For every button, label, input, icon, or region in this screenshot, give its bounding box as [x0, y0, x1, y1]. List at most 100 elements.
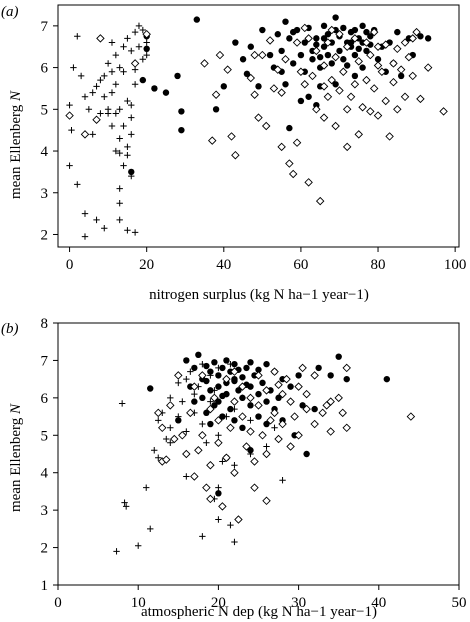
- point-filled-circle: [315, 364, 322, 372]
- point-filled-circle: [313, 35, 320, 42]
- point-filled-circle: [309, 56, 316, 63]
- point-open-diamond: [319, 61, 329, 70]
- point-filled-circle: [332, 14, 339, 21]
- point-plus: [147, 525, 154, 533]
- x-tick-label: 30: [291, 595, 306, 611]
- point-open-diamond: [215, 50, 225, 60]
- x-tick-label: 20: [211, 595, 226, 611]
- point-open-diamond: [366, 107, 375, 116]
- point-filled-circle: [297, 97, 305, 105]
- point-plus: [143, 51, 150, 59]
- point-open-diamond: [230, 468, 239, 477]
- point-filled-circle: [255, 413, 262, 420]
- point-plus: [124, 152, 131, 159]
- point-filled-circle: [263, 360, 270, 368]
- point-filled-circle: [363, 47, 370, 55]
- point-filled-circle: [203, 377, 210, 385]
- panel-a-xlabel: nitrogen surplus (kg N ha−1 year−1): [149, 287, 369, 303]
- point-filled-circle: [219, 392, 226, 400]
- point-open-diamond: [92, 115, 101, 124]
- point-plus: [143, 39, 150, 46]
- point-filled-circle: [191, 398, 198, 405]
- point-open-diamond: [273, 65, 283, 74]
- point-open-diamond: [298, 363, 307, 373]
- point-filled-circle: [305, 93, 312, 100]
- point-open-diamond: [381, 96, 390, 106]
- point-filled-circle: [320, 43, 328, 50]
- point-open-diamond: [238, 412, 247, 421]
- point-plus: [167, 424, 174, 431]
- point-open-diamond: [266, 416, 275, 425]
- panel-b-ylabel-italic: N: [8, 403, 24, 415]
- point-plus: [143, 484, 150, 491]
- point-filled-circle: [303, 450, 310, 458]
- point-filled-circle: [282, 81, 289, 88]
- point-open-diamond: [342, 363, 351, 373]
- point-open-diamond: [338, 408, 347, 418]
- point-filled-circle: [301, 39, 308, 46]
- point-filled-circle: [383, 375, 391, 383]
- point-open-diamond: [302, 389, 311, 399]
- point-open-diamond: [223, 65, 232, 74]
- point-filled-circle: [212, 106, 220, 113]
- point-plus: [104, 60, 112, 67]
- point-plus: [101, 93, 108, 100]
- point-plus: [263, 443, 270, 450]
- point-filled-circle: [178, 126, 185, 134]
- point-filled-circle: [328, 60, 335, 67]
- point-plus: [116, 135, 123, 142]
- point-open-diamond: [322, 401, 331, 410]
- point-open-diamond: [294, 382, 303, 391]
- point-plus: [116, 64, 123, 71]
- point-filled-circle: [183, 357, 190, 364]
- point-plus: [93, 216, 100, 224]
- point-filled-circle: [239, 374, 246, 381]
- point-plus: [89, 131, 96, 138]
- point-open-diamond: [416, 94, 425, 104]
- point-plus: [135, 542, 142, 549]
- x-tick-label: 50: [452, 595, 467, 611]
- point-open-diamond: [310, 419, 319, 429]
- point-filled-circle: [290, 28, 297, 36]
- point-plus: [101, 225, 108, 232]
- point-plus: [215, 432, 222, 439]
- x-tick-label: 100: [444, 257, 467, 273]
- point-open-diamond: [406, 412, 416, 421]
- point-open-diamond: [396, 65, 406, 74]
- point-open-diamond: [166, 401, 175, 410]
- point-plus: [135, 43, 143, 50]
- point-plus: [120, 122, 127, 130]
- point-plus: [97, 110, 104, 117]
- point-open-diamond: [194, 446, 203, 455]
- point-open-diamond: [389, 59, 398, 68]
- point-plus: [81, 93, 89, 100]
- point-plus: [247, 417, 254, 424]
- panel-a-points: [65, 14, 448, 240]
- point-plus: [135, 22, 143, 30]
- point-open-diamond: [404, 52, 414, 62]
- point-filled-circle: [143, 45, 150, 53]
- point-filled-circle: [397, 72, 405, 80]
- point-open-diamond: [323, 92, 333, 102]
- point-plus: [120, 43, 127, 50]
- point-filled-circle: [231, 360, 238, 368]
- x-tick-label: 40: [371, 595, 386, 611]
- y-tick-label: 2: [41, 541, 49, 557]
- panel-a-x-ticks: 0 20 40 60 80 100: [66, 247, 467, 273]
- point-open-diamond: [362, 75, 371, 85]
- point-plus: [128, 101, 135, 109]
- point-open-diamond: [393, 44, 402, 54]
- point-plus: [66, 162, 73, 169]
- y-tick-label: 7: [41, 19, 49, 35]
- point-filled-circle: [335, 353, 342, 360]
- point-open-diamond: [262, 449, 271, 459]
- x-tick-label: 20: [139, 257, 154, 273]
- point-open-diamond: [242, 442, 251, 451]
- point-open-diamond: [354, 57, 363, 66]
- point-filled-circle: [247, 447, 254, 454]
- y-tick-label: 6: [41, 61, 49, 77]
- point-filled-circle: [282, 18, 289, 25]
- point-open-diamond: [318, 408, 327, 418]
- point-plus: [227, 521, 234, 529]
- point-plus: [89, 89, 96, 96]
